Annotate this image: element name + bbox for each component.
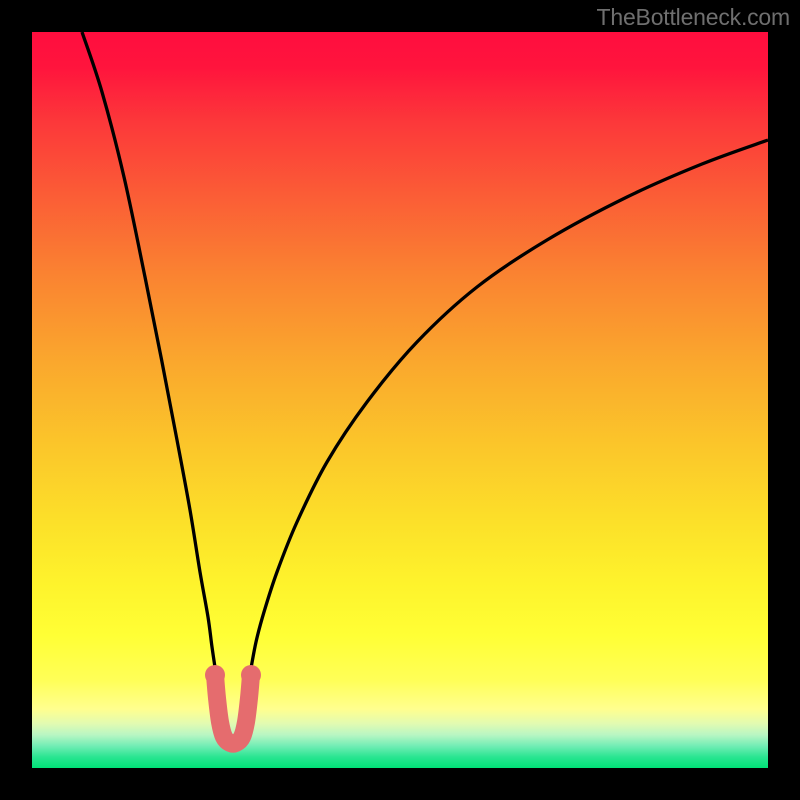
chart-canvas <box>32 32 768 768</box>
connector-endpoint-left <box>205 665 225 685</box>
outer-frame: TheBottleneck.com <box>0 0 800 800</box>
connector-endpoint-right <box>241 665 261 685</box>
gradient-background <box>32 32 768 768</box>
watermark-text: TheBottleneck.com <box>597 4 790 31</box>
chart-plot-area <box>32 32 768 768</box>
